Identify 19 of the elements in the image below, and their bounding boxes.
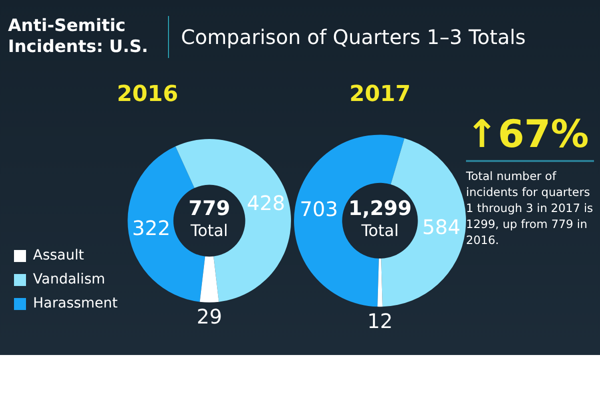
text: Anti-Semitic Incidents: U.S. bbox=[8, 16, 169, 58]
chart-title: 2017 bbox=[349, 82, 411, 107]
data-label: 428 bbox=[246, 191, 286, 216]
text: 779 bbox=[188, 196, 230, 220]
text: 1,299 bbox=[348, 196, 412, 220]
legend-label: Vandalism bbox=[33, 272, 106, 288]
data-label: 322 bbox=[132, 216, 170, 240]
text: Comparison of Quarters 1–3 Totals bbox=[181, 25, 526, 49]
text: Total number of incidents for quarters 1 through 3 in 2017 is 1299, up from 779 in 2016. bbox=[466, 168, 594, 248]
data-label: 29 bbox=[196, 304, 222, 329]
text: Total bbox=[190, 220, 228, 240]
legend-label: Harassment bbox=[33, 296, 118, 312]
data-label: 584 bbox=[422, 214, 460, 239]
text: Total bbox=[360, 220, 399, 240]
chart-title: 2016 bbox=[116, 82, 178, 107]
data-label: 703 bbox=[300, 197, 338, 222]
data-label: 12 bbox=[367, 308, 393, 333]
legend-label: Assault bbox=[33, 248, 85, 264]
text: ↑67% bbox=[466, 112, 594, 162]
